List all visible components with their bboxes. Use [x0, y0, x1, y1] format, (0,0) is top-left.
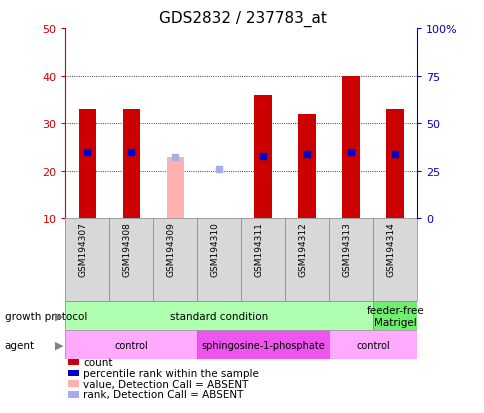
Text: GSM194313: GSM194313 [342, 221, 350, 276]
Bar [153, 219, 197, 301]
Text: GDS2832 / 237783_at: GDS2832 / 237783_at [158, 10, 326, 26]
Bar [197, 330, 329, 359]
Bar [342, 76, 359, 219]
Bar [65, 330, 197, 359]
Text: GSM194314: GSM194314 [385, 221, 394, 276]
Bar [65, 301, 372, 330]
Text: percentile rank within the sample: percentile rank within the sample [83, 368, 259, 378]
Bar [372, 219, 416, 301]
Bar [285, 219, 329, 301]
Text: GSM194312: GSM194312 [298, 221, 306, 276]
Text: ▶: ▶ [55, 340, 63, 350]
Text: GSM194307: GSM194307 [78, 221, 87, 276]
Text: standard condition: standard condition [170, 311, 268, 321]
Bar [254, 95, 272, 219]
Text: growth protocol: growth protocol [5, 311, 87, 321]
Text: count: count [83, 357, 113, 367]
Bar [372, 301, 416, 330]
Text: GSM194308: GSM194308 [122, 221, 131, 276]
Text: feeder-free
Matrigel: feeder-free Matrigel [365, 305, 423, 327]
Text: agent: agent [5, 340, 35, 350]
Text: GSM194311: GSM194311 [254, 221, 263, 276]
Text: control: control [356, 340, 389, 350]
Bar [298, 114, 316, 219]
Bar [386, 109, 403, 219]
Bar [197, 219, 241, 301]
Bar [65, 219, 109, 301]
Bar [329, 219, 372, 301]
Bar [166, 157, 184, 219]
Text: ▶: ▶ [55, 311, 63, 321]
Bar [122, 109, 140, 219]
Bar [329, 330, 416, 359]
Text: sphingosine-1-phosphate: sphingosine-1-phosphate [201, 340, 324, 350]
Bar [241, 219, 285, 301]
Text: control: control [114, 340, 148, 350]
Text: value, Detection Call = ABSENT: value, Detection Call = ABSENT [83, 379, 248, 389]
Text: GSM194310: GSM194310 [210, 221, 219, 276]
Bar [109, 219, 153, 301]
Text: rank, Detection Call = ABSENT: rank, Detection Call = ABSENT [83, 389, 243, 399]
Bar [78, 109, 96, 219]
Text: GSM194309: GSM194309 [166, 221, 175, 276]
